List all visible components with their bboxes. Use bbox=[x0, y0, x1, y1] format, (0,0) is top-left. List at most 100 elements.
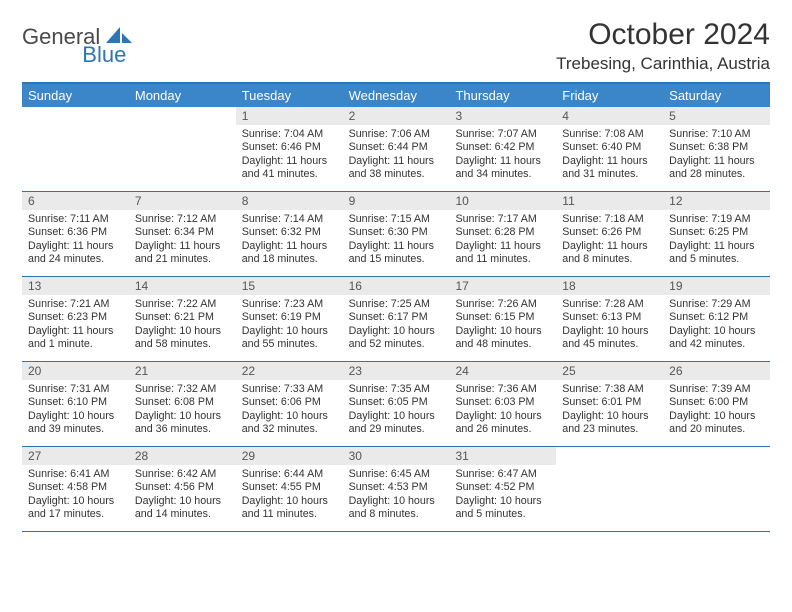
sunrise-line: Sunrise: 7:31 AM bbox=[28, 383, 123, 396]
day-details: Sunrise: 7:31 AMSunset: 6:10 PMDaylight:… bbox=[22, 380, 129, 441]
sunset-line: Sunset: 6:19 PM bbox=[242, 311, 337, 324]
daylight-line: Daylight: 10 hours and 17 minutes. bbox=[28, 495, 123, 522]
week-row: 13Sunrise: 7:21 AMSunset: 6:23 PMDayligh… bbox=[22, 277, 770, 362]
day-cell: 21Sunrise: 7:32 AMSunset: 6:08 PMDayligh… bbox=[129, 362, 236, 446]
day-number: 23 bbox=[343, 362, 450, 380]
sunset-line: Sunset: 4:56 PM bbox=[135, 481, 230, 494]
daylight-line: Daylight: 11 hours and 21 minutes. bbox=[135, 240, 230, 267]
day-cell: 19Sunrise: 7:29 AMSunset: 6:12 PMDayligh… bbox=[663, 277, 770, 361]
day-cell: 2Sunrise: 7:06 AMSunset: 6:44 PMDaylight… bbox=[343, 107, 450, 191]
sunrise-line: Sunrise: 7:33 AM bbox=[242, 383, 337, 396]
day-cell: 31Sunrise: 6:47 AMSunset: 4:52 PMDayligh… bbox=[449, 447, 556, 531]
day-details: Sunrise: 7:29 AMSunset: 6:12 PMDaylight:… bbox=[663, 295, 770, 356]
sunset-line: Sunset: 6:28 PM bbox=[455, 226, 550, 239]
day-number: 14 bbox=[129, 277, 236, 295]
weekday-header: Monday bbox=[129, 84, 236, 107]
daylight-line: Daylight: 11 hours and 8 minutes. bbox=[562, 240, 657, 267]
day-cell: 4Sunrise: 7:08 AMSunset: 6:40 PMDaylight… bbox=[556, 107, 663, 191]
week-row: 1Sunrise: 7:04 AMSunset: 6:46 PMDaylight… bbox=[22, 107, 770, 192]
day-number: 24 bbox=[449, 362, 556, 380]
sunrise-line: Sunrise: 7:38 AM bbox=[562, 383, 657, 396]
weekday-header: Friday bbox=[556, 84, 663, 107]
day-details: Sunrise: 7:36 AMSunset: 6:03 PMDaylight:… bbox=[449, 380, 556, 441]
day-number: 25 bbox=[556, 362, 663, 380]
daylight-line: Daylight: 10 hours and 42 minutes. bbox=[669, 325, 764, 352]
day-details: Sunrise: 7:23 AMSunset: 6:19 PMDaylight:… bbox=[236, 295, 343, 356]
day-details: Sunrise: 7:38 AMSunset: 6:01 PMDaylight:… bbox=[556, 380, 663, 441]
daylight-line: Daylight: 10 hours and 23 minutes. bbox=[562, 410, 657, 437]
day-number: 29 bbox=[236, 447, 343, 465]
day-cell: 17Sunrise: 7:26 AMSunset: 6:15 PMDayligh… bbox=[449, 277, 556, 361]
daylight-line: Daylight: 10 hours and 32 minutes. bbox=[242, 410, 337, 437]
daylight-line: Daylight: 10 hours and 58 minutes. bbox=[135, 325, 230, 352]
day-cell: 10Sunrise: 7:17 AMSunset: 6:28 PMDayligh… bbox=[449, 192, 556, 276]
daylight-line: Daylight: 10 hours and 11 minutes. bbox=[242, 495, 337, 522]
sunset-line: Sunset: 6:23 PM bbox=[28, 311, 123, 324]
daylight-line: Daylight: 11 hours and 31 minutes. bbox=[562, 155, 657, 182]
sunrise-line: Sunrise: 7:32 AM bbox=[135, 383, 230, 396]
sunset-line: Sunset: 6:15 PM bbox=[455, 311, 550, 324]
sunrise-line: Sunrise: 7:21 AM bbox=[28, 298, 123, 311]
daylight-line: Daylight: 10 hours and 45 minutes. bbox=[562, 325, 657, 352]
sunset-line: Sunset: 4:58 PM bbox=[28, 481, 123, 494]
day-cell: 16Sunrise: 7:25 AMSunset: 6:17 PMDayligh… bbox=[343, 277, 450, 361]
daylight-line: Daylight: 11 hours and 38 minutes. bbox=[349, 155, 444, 182]
day-number: 12 bbox=[663, 192, 770, 210]
weekday-header: Saturday bbox=[663, 84, 770, 107]
sunrise-line: Sunrise: 7:04 AM bbox=[242, 128, 337, 141]
day-details: Sunrise: 7:04 AMSunset: 6:46 PMDaylight:… bbox=[236, 125, 343, 186]
day-cell: 24Sunrise: 7:36 AMSunset: 6:03 PMDayligh… bbox=[449, 362, 556, 446]
sunrise-line: Sunrise: 7:14 AM bbox=[242, 213, 337, 226]
daylight-line: Daylight: 11 hours and 24 minutes. bbox=[28, 240, 123, 267]
day-cell: 5Sunrise: 7:10 AMSunset: 6:38 PMDaylight… bbox=[663, 107, 770, 191]
sunset-line: Sunset: 6:00 PM bbox=[669, 396, 764, 409]
day-details: Sunrise: 6:45 AMSunset: 4:53 PMDaylight:… bbox=[343, 465, 450, 526]
day-details: Sunrise: 7:11 AMSunset: 6:36 PMDaylight:… bbox=[22, 210, 129, 271]
day-number: 1 bbox=[236, 107, 343, 125]
daylight-line: Daylight: 10 hours and 52 minutes. bbox=[349, 325, 444, 352]
day-number bbox=[22, 107, 129, 125]
day-cell: 6Sunrise: 7:11 AMSunset: 6:36 PMDaylight… bbox=[22, 192, 129, 276]
daylight-line: Daylight: 10 hours and 5 minutes. bbox=[455, 495, 550, 522]
day-cell: 20Sunrise: 7:31 AMSunset: 6:10 PMDayligh… bbox=[22, 362, 129, 446]
sunrise-line: Sunrise: 7:18 AM bbox=[562, 213, 657, 226]
sunrise-line: Sunrise: 7:36 AM bbox=[455, 383, 550, 396]
day-cell bbox=[556, 447, 663, 531]
day-cell: 12Sunrise: 7:19 AMSunset: 6:25 PMDayligh… bbox=[663, 192, 770, 276]
sunrise-line: Sunrise: 6:44 AM bbox=[242, 468, 337, 481]
daylight-line: Daylight: 11 hours and 28 minutes. bbox=[669, 155, 764, 182]
daylight-line: Daylight: 10 hours and 48 minutes. bbox=[455, 325, 550, 352]
day-number: 31 bbox=[449, 447, 556, 465]
day-number: 11 bbox=[556, 192, 663, 210]
sunrise-line: Sunrise: 6:42 AM bbox=[135, 468, 230, 481]
day-number: 26 bbox=[663, 362, 770, 380]
day-details: Sunrise: 7:08 AMSunset: 6:40 PMDaylight:… bbox=[556, 125, 663, 186]
day-details: Sunrise: 7:33 AMSunset: 6:06 PMDaylight:… bbox=[236, 380, 343, 441]
sunset-line: Sunset: 6:06 PM bbox=[242, 396, 337, 409]
sunrise-line: Sunrise: 7:23 AM bbox=[242, 298, 337, 311]
day-details: Sunrise: 6:47 AMSunset: 4:52 PMDaylight:… bbox=[449, 465, 556, 526]
sunset-line: Sunset: 6:12 PM bbox=[669, 311, 764, 324]
sunset-line: Sunset: 6:34 PM bbox=[135, 226, 230, 239]
day-number: 17 bbox=[449, 277, 556, 295]
daylight-line: Daylight: 10 hours and 29 minutes. bbox=[349, 410, 444, 437]
daylight-line: Daylight: 11 hours and 1 minute. bbox=[28, 325, 123, 352]
day-details: Sunrise: 7:22 AMSunset: 6:21 PMDaylight:… bbox=[129, 295, 236, 356]
daylight-line: Daylight: 11 hours and 34 minutes. bbox=[455, 155, 550, 182]
day-number: 20 bbox=[22, 362, 129, 380]
day-number bbox=[556, 447, 663, 465]
day-number: 3 bbox=[449, 107, 556, 125]
sunrise-line: Sunrise: 7:25 AM bbox=[349, 298, 444, 311]
week-row: 6Sunrise: 7:11 AMSunset: 6:36 PMDaylight… bbox=[22, 192, 770, 277]
sunset-line: Sunset: 4:52 PM bbox=[455, 481, 550, 494]
day-details: Sunrise: 7:10 AMSunset: 6:38 PMDaylight:… bbox=[663, 125, 770, 186]
daylight-line: Daylight: 10 hours and 36 minutes. bbox=[135, 410, 230, 437]
day-number bbox=[129, 107, 236, 125]
sunset-line: Sunset: 6:25 PM bbox=[669, 226, 764, 239]
day-cell: 13Sunrise: 7:21 AMSunset: 6:23 PMDayligh… bbox=[22, 277, 129, 361]
day-number: 10 bbox=[449, 192, 556, 210]
weekday-header: Sunday bbox=[22, 84, 129, 107]
day-cell: 26Sunrise: 7:39 AMSunset: 6:00 PMDayligh… bbox=[663, 362, 770, 446]
sunset-line: Sunset: 6:17 PM bbox=[349, 311, 444, 324]
day-number: 9 bbox=[343, 192, 450, 210]
